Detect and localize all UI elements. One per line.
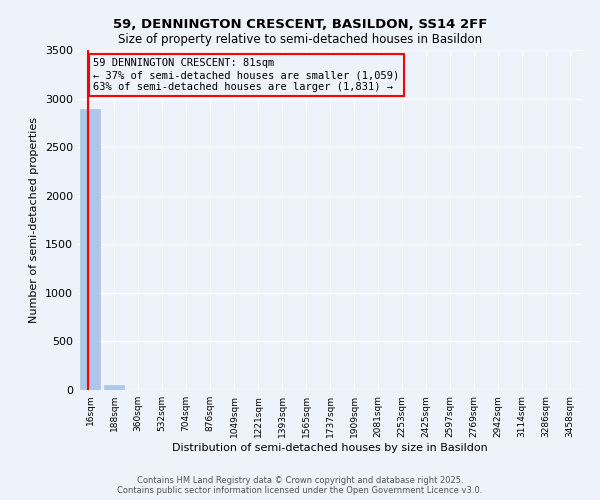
X-axis label: Distribution of semi-detached houses by size in Basildon: Distribution of semi-detached houses by … (172, 442, 488, 452)
Text: 59, DENNINGTON CRESCENT, BASILDON, SS14 2FF: 59, DENNINGTON CRESCENT, BASILDON, SS14 … (113, 18, 487, 30)
Bar (80, 110, 100, 390)
Text: 59 DENNINGTON CRESCENT: 81sqm
← 37% of semi-detached houses are smaller (1,059)
: 59 DENNINGTON CRESCENT: 81sqm ← 37% of s… (93, 58, 400, 92)
Text: Contains HM Land Registry data © Crown copyright and database right 2025.
Contai: Contains HM Land Registry data © Crown c… (118, 476, 482, 495)
Text: Size of property relative to semi-detached houses in Basildon: Size of property relative to semi-detach… (118, 32, 482, 46)
Y-axis label: Number of semi-detached properties: Number of semi-detached properties (29, 117, 40, 323)
Bar (104, 385, 124, 390)
